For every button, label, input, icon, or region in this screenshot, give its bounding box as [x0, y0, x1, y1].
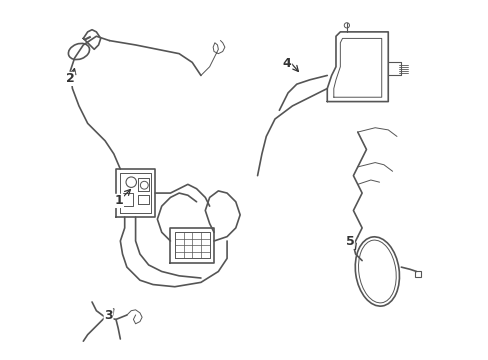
Text: 1: 1	[114, 194, 123, 207]
Text: 2: 2	[66, 72, 75, 85]
Text: 4: 4	[282, 57, 291, 70]
Text: 5: 5	[345, 235, 354, 248]
Text: 3: 3	[104, 309, 113, 323]
Bar	[414, 271, 421, 277]
